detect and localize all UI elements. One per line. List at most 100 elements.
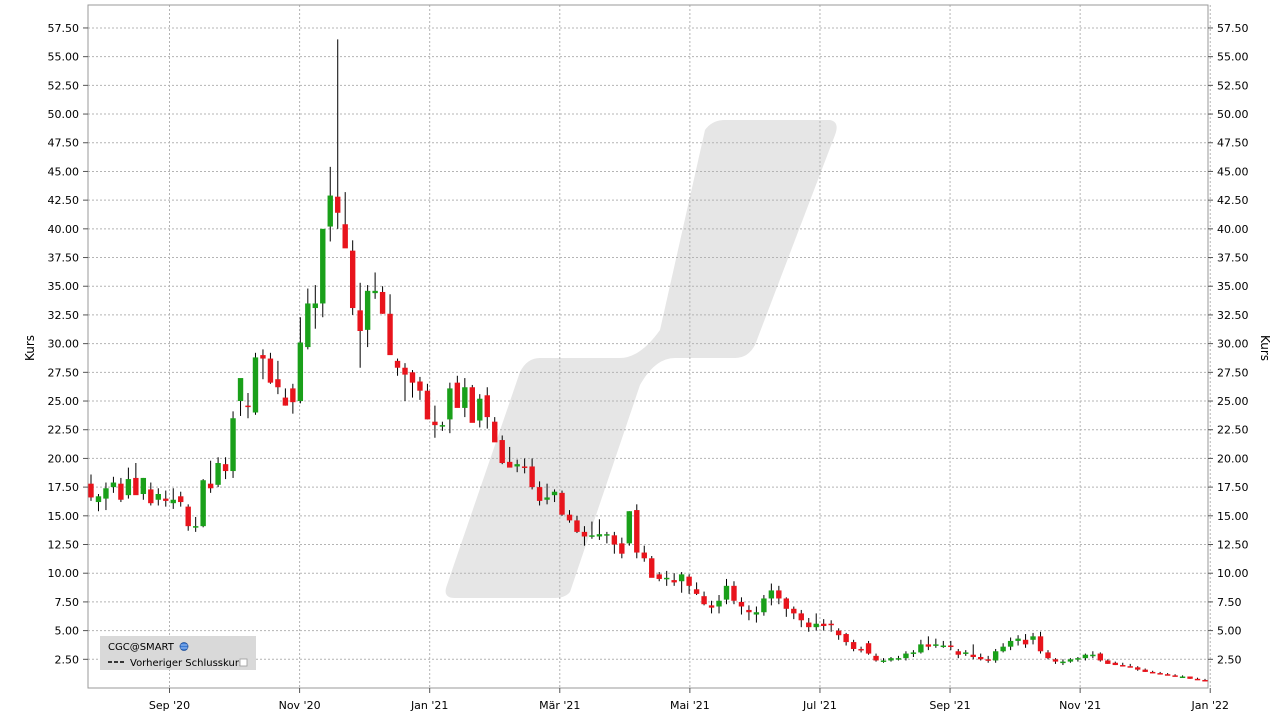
candle-body: [222, 464, 229, 472]
candle: [282, 388, 289, 406]
candle: [611, 531, 618, 554]
candle-body: [551, 491, 558, 496]
y-tick-label-right: 22.50: [1217, 424, 1249, 437]
brand-watermark: [445, 120, 837, 598]
candle-body: [387, 313, 393, 356]
candle: [821, 619, 827, 631]
candle-body: [596, 534, 603, 537]
candle: [1194, 677, 1201, 681]
candle-body: [312, 303, 318, 309]
candle: [634, 504, 640, 559]
candle: [559, 490, 565, 516]
candle: [103, 482, 109, 511]
candle-body: [933, 644, 939, 646]
candle: [798, 609, 804, 628]
candle: [776, 585, 782, 605]
candle: [118, 477, 124, 503]
candle: [1187, 676, 1193, 679]
candle: [723, 578, 730, 605]
candle-body: [716, 600, 722, 607]
candle: [275, 360, 281, 395]
candle: [880, 658, 887, 663]
candle-body: [514, 464, 520, 467]
candle-body: [110, 482, 117, 488]
candle-body: [282, 397, 289, 406]
y-tick-label-right: 15.00: [1217, 510, 1249, 523]
candle-body: [521, 466, 528, 468]
y-tick-label-left: 5.00: [55, 625, 80, 638]
candle: [529, 458, 535, 490]
candle: [933, 638, 939, 648]
candle-body: [850, 642, 857, 649]
legend-background: [100, 636, 256, 670]
candle-body: [948, 645, 954, 648]
candle: [148, 482, 154, 506]
candle-body: [559, 492, 565, 515]
candle-body: [626, 511, 633, 544]
candle-body: [656, 574, 662, 579]
candle: [499, 435, 505, 465]
y-tick-label-right: 50.00: [1217, 108, 1249, 121]
candle: [858, 646, 864, 653]
legend-checkbox[interactable]: [239, 658, 248, 667]
candle-body: [1120, 665, 1126, 667]
candle: [1120, 662, 1126, 667]
y-tick-label-right: 45.00: [1217, 165, 1249, 178]
globe-icon: [179, 642, 189, 651]
candle-body: [566, 514, 573, 521]
candle-body: [372, 290, 378, 294]
candle-body: [918, 644, 924, 653]
y-tick-label-right: 20.00: [1217, 452, 1249, 465]
y-tick-label-right: 2.50: [1217, 653, 1242, 666]
x-axis: Sep '20 Nov '20 Jan '21 Mär '21 Mai '21 Jul '…: [149, 688, 1229, 712]
candle: [536, 481, 543, 506]
candle-body: [880, 660, 887, 662]
candle-body: [761, 598, 767, 613]
y-tick-label-right: 27.50: [1217, 366, 1249, 379]
candle: [110, 476, 117, 493]
candle-body: [529, 466, 535, 488]
candle-body: [865, 643, 872, 654]
candle: [484, 387, 490, 429]
candle-body: [394, 360, 401, 368]
candle: [985, 655, 991, 663]
candle-body: [447, 388, 453, 420]
candle: [462, 378, 468, 418]
candle: [656, 572, 662, 582]
y-tick-label-left: 27.50: [48, 366, 80, 379]
y-tick-label-left: 32.50: [48, 309, 80, 322]
candle: [125, 467, 132, 499]
candle: [163, 490, 169, 507]
candle: [1112, 661, 1118, 666]
candle-body: [364, 290, 371, 330]
candle-body: [544, 497, 550, 500]
candle-body: [708, 605, 715, 608]
candle-body: [432, 421, 438, 426]
candle-body: [821, 623, 827, 627]
candle-body: [858, 648, 864, 651]
candle-body: [1179, 676, 1186, 679]
x-tick-label: Sep '20: [149, 699, 190, 712]
candle-body: [178, 496, 184, 503]
grid-lines: [88, 5, 1211, 688]
candle-body: [125, 479, 132, 496]
candle-body: [1060, 661, 1066, 664]
candle-body: [252, 357, 259, 413]
candle: [1090, 651, 1096, 659]
watermark-shape: [445, 120, 837, 598]
candle-body: [701, 596, 707, 605]
candle-body: [327, 195, 333, 227]
candle-body: [663, 577, 670, 580]
y-tick-label-left: 37.50: [48, 252, 80, 265]
y-tick-label-left: 50.00: [48, 108, 80, 121]
y-tick-label-right: 37.50: [1217, 252, 1249, 265]
candle-body: [611, 535, 618, 545]
candles: [88, 39, 1208, 682]
y-tick-label-left: 55.00: [48, 51, 80, 64]
candle-body: [469, 387, 475, 423]
candle-body: [185, 506, 191, 527]
candle: [207, 460, 214, 493]
candle-body: [1037, 636, 1044, 652]
candle-body: [955, 651, 961, 655]
